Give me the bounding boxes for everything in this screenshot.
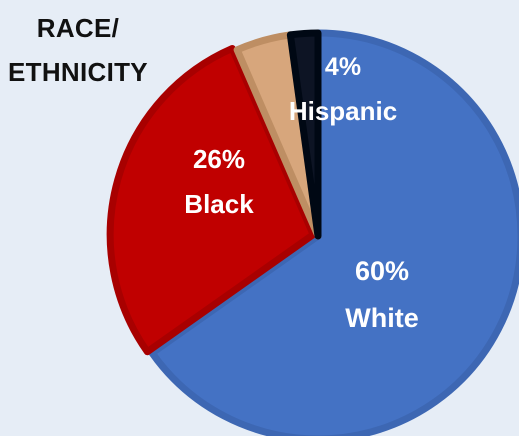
label-white-value: 60% (355, 256, 409, 286)
chart-title-line-2: ETHNICITY (8, 57, 148, 87)
slice-white (148, 29, 519, 436)
label-hispanic-value: 4% (325, 53, 361, 81)
pie-slices (106, 29, 519, 436)
label-black-name: Black (184, 189, 254, 219)
slice-black (106, 44, 317, 356)
chart-title: RACE/ ETHNICITY (8, 6, 148, 94)
label-hispanic-name: Hispanic (289, 96, 397, 126)
slice-hispanic (286, 29, 322, 240)
label-white-name: White (345, 303, 419, 333)
label-black-value: 26% (193, 144, 245, 174)
chart-title-line-1: RACE/ (36, 13, 120, 43)
